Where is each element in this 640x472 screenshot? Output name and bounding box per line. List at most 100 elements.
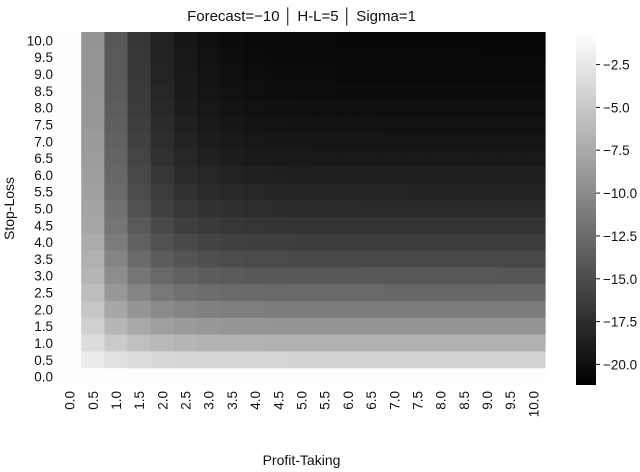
heatmap-cell (104, 166, 129, 184)
heatmap-cell (127, 284, 152, 302)
heatmap-cell (359, 200, 384, 218)
heatmap-cell (429, 32, 453, 50)
heatmap-cell (336, 267, 361, 285)
heatmap-cell (475, 351, 500, 369)
y-tick-label: 2.0 (34, 302, 53, 317)
heatmap-cell (104, 48, 129, 67)
heatmap-cell (81, 284, 105, 302)
heatmap-cell (521, 284, 546, 302)
heatmap-cell (58, 149, 82, 168)
heatmap-cell (127, 132, 152, 151)
x-tick-label: 7.0 (387, 391, 402, 410)
heatmap-cell (127, 334, 152, 352)
heatmap-cell (498, 334, 523, 352)
heatmap-cell (104, 300, 129, 319)
x-tick-label: 4.0 (248, 391, 263, 410)
heatmap-cell (336, 351, 361, 369)
heatmap-cell (173, 250, 198, 268)
heatmap-cell (359, 250, 384, 268)
heatmap-cell (150, 334, 175, 352)
heatmap-cell (359, 233, 384, 252)
heatmap-cell (405, 284, 430, 302)
heatmap-cell (243, 368, 268, 386)
heatmap-cell (173, 166, 198, 184)
heatmap-cell (405, 48, 430, 67)
heatmap-cell (452, 183, 477, 201)
colorbar-tick-label: −10.0 (603, 186, 637, 201)
heatmap-cell (498, 82, 523, 100)
heatmap-cell (150, 183, 175, 201)
heatmap-cell (382, 116, 407, 134)
heatmap-cell (336, 116, 361, 134)
heatmap-cell (81, 200, 105, 218)
y-tick-labels: 10.0 9.5 9.0 8.5 8.0 7.57.0 6.5 6.0 5.5 5.04.5 4.0… (27, 33, 53, 384)
heatmap-cell (104, 351, 129, 369)
heatmap-cell (336, 250, 361, 268)
heatmap-cell (359, 351, 384, 369)
heatmap-cell (521, 200, 546, 218)
heatmap-cell (313, 300, 337, 319)
heatmap-cell (243, 216, 268, 235)
heatmap-cell (220, 65, 245, 84)
heatmap-cell (498, 216, 523, 235)
heatmap-cell (58, 267, 82, 285)
heatmap-cell (104, 82, 129, 100)
heatmap-cell (359, 116, 384, 134)
heatmap-cell (336, 99, 361, 117)
heatmap-cell (429, 48, 453, 67)
heatmap-cell (197, 183, 221, 201)
heatmap-cell (197, 334, 221, 352)
heatmap-cell (243, 99, 268, 117)
heatmap-cell (429, 149, 453, 168)
heatmap-cell (173, 317, 198, 336)
x-tick-label: 5.5 (318, 391, 333, 410)
x-tick-label: 0.0 (63, 391, 78, 410)
heatmap-cell (313, 32, 337, 50)
heatmap-cell (104, 183, 129, 201)
heatmap-cell (382, 300, 407, 319)
heatmap-cell (104, 368, 129, 386)
heatmap-cell (429, 233, 453, 252)
heatmap-cell (173, 368, 198, 386)
heatmap-cell (289, 82, 314, 100)
heatmap-cell (359, 48, 384, 67)
heatmap-cell (127, 149, 152, 168)
y-axis-label: Stop-Loss (1, 177, 17, 240)
heatmap-cell (336, 300, 361, 319)
heatmap-cell (266, 200, 291, 218)
heatmap-cell (452, 216, 477, 235)
y-tick-label: 6.5 (34, 151, 53, 166)
heatmap-cell (220, 132, 245, 151)
heatmap-cell (173, 99, 198, 117)
heatmap-cell (475, 82, 500, 100)
heatmap-cell (359, 166, 384, 184)
heatmap-cell (382, 82, 407, 100)
y-tick-label: 5.0 (34, 202, 53, 217)
heatmap-cell (521, 99, 546, 117)
heatmap-cell (81, 233, 105, 252)
heatmap-cell (150, 32, 175, 50)
heatmap-cell (81, 65, 105, 84)
heatmap-cell (452, 132, 477, 151)
heatmap-cell (359, 99, 384, 117)
heatmap-cell (81, 300, 105, 319)
heatmap-cell (150, 351, 175, 369)
heatmap-cell (197, 233, 221, 252)
heatmap-cell (429, 368, 453, 386)
heatmap-cell (498, 48, 523, 67)
heatmap-cell (197, 132, 221, 151)
heatmap-cell (521, 250, 546, 268)
heatmap-cell (58, 317, 82, 336)
heatmap-cell (452, 317, 477, 336)
heatmap-cell (429, 300, 453, 319)
heatmap-cell (127, 166, 152, 184)
heatmap-cell (220, 334, 245, 352)
heatmap-cell (452, 334, 477, 352)
heatmap-cell (289, 99, 314, 117)
heatmap-cell (127, 216, 152, 235)
heatmap-cell (405, 351, 430, 369)
heatmap-cell (243, 183, 268, 201)
heatmap-cell (521, 233, 546, 252)
heatmap-cell (266, 300, 291, 319)
heatmap-cell (81, 368, 105, 386)
